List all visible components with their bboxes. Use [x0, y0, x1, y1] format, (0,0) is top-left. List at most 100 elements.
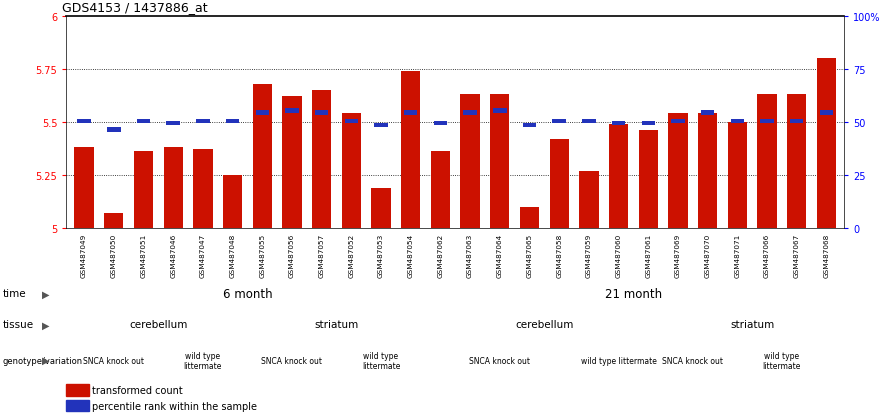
Bar — [730, 119, 744, 124]
Text: tissue: tissue — [3, 320, 34, 330]
Text: transformed count: transformed count — [92, 385, 183, 395]
Text: GSM487048: GSM487048 — [230, 233, 235, 277]
Text: GSM487071: GSM487071 — [735, 233, 740, 277]
Text: GSM487055: GSM487055 — [259, 233, 265, 277]
Bar — [74, 148, 94, 228]
Bar — [728, 122, 747, 228]
Bar — [490, 95, 509, 228]
Text: cerebellum: cerebellum — [515, 320, 574, 330]
Bar — [609, 125, 629, 228]
Bar — [345, 119, 358, 124]
Bar — [312, 91, 332, 228]
Bar — [638, 131, 658, 228]
Bar — [66, 384, 88, 396]
Text: GSM487059: GSM487059 — [586, 233, 592, 277]
Text: genotype/variation: genotype/variation — [3, 356, 83, 365]
Bar — [66, 400, 88, 411]
Text: 21 month: 21 month — [605, 287, 662, 300]
Bar — [787, 95, 806, 228]
Bar — [196, 119, 210, 124]
Text: GSM487070: GSM487070 — [705, 233, 711, 277]
Bar — [701, 111, 714, 116]
Text: GSM487051: GSM487051 — [141, 233, 147, 277]
Text: GSM487046: GSM487046 — [171, 233, 176, 277]
Text: GSM487061: GSM487061 — [645, 233, 652, 277]
Text: GSM487067: GSM487067 — [794, 233, 800, 277]
Bar — [315, 111, 328, 116]
Text: SNCA knock out: SNCA knock out — [83, 356, 144, 365]
Bar — [107, 128, 120, 133]
Bar — [286, 109, 299, 113]
Text: GSM487053: GSM487053 — [378, 233, 384, 277]
Text: time: time — [3, 289, 27, 299]
Bar — [401, 71, 421, 228]
Text: GSM487066: GSM487066 — [764, 233, 770, 277]
Text: ▶: ▶ — [42, 289, 50, 299]
Bar — [583, 119, 596, 124]
Text: GSM487049: GSM487049 — [81, 233, 88, 277]
Bar — [374, 123, 388, 128]
Text: striatum: striatum — [730, 320, 774, 330]
Bar — [760, 119, 774, 124]
Bar — [493, 109, 507, 113]
Text: GSM487052: GSM487052 — [348, 233, 354, 277]
Bar — [133, 152, 153, 228]
Text: ▶: ▶ — [42, 355, 50, 366]
Bar — [550, 140, 568, 228]
Text: 6 month: 6 month — [223, 287, 272, 300]
Bar — [166, 121, 180, 126]
Bar — [434, 121, 447, 126]
Text: percentile rank within the sample: percentile rank within the sample — [92, 401, 257, 411]
Bar — [819, 111, 833, 116]
Bar — [520, 207, 539, 228]
Text: GSM487047: GSM487047 — [200, 233, 206, 277]
Text: GSM487057: GSM487057 — [318, 233, 324, 277]
Bar — [758, 95, 777, 228]
Bar — [671, 119, 685, 124]
Text: wild type
littermate: wild type littermate — [184, 351, 222, 370]
Bar — [668, 114, 688, 228]
Text: striatum: striatum — [315, 320, 359, 330]
Text: wild type
littermate: wild type littermate — [763, 351, 801, 370]
Text: GSM487060: GSM487060 — [615, 233, 621, 277]
Bar — [461, 95, 480, 228]
Bar — [579, 171, 598, 228]
Bar — [253, 84, 272, 228]
Bar — [137, 119, 150, 124]
Bar — [790, 119, 804, 124]
Bar — [642, 121, 655, 126]
Text: ▶: ▶ — [42, 320, 50, 330]
Text: GSM487050: GSM487050 — [110, 233, 117, 277]
Text: wild type
littermate: wild type littermate — [362, 351, 400, 370]
Text: GSM487063: GSM487063 — [467, 233, 473, 277]
Bar — [78, 119, 91, 124]
Text: GSM487058: GSM487058 — [556, 233, 562, 277]
Bar — [404, 111, 417, 116]
Bar — [282, 97, 301, 228]
Bar — [255, 111, 269, 116]
Bar — [698, 114, 717, 228]
Text: GSM487056: GSM487056 — [289, 233, 295, 277]
Text: GSM487068: GSM487068 — [823, 233, 829, 277]
Text: GSM487062: GSM487062 — [438, 233, 444, 277]
Text: wild type littermate: wild type littermate — [581, 356, 657, 365]
Bar — [431, 152, 450, 228]
Text: SNCA knock out: SNCA knock out — [262, 356, 323, 365]
Bar — [194, 150, 212, 228]
Text: SNCA knock out: SNCA knock out — [469, 356, 530, 365]
Text: GSM487054: GSM487054 — [408, 233, 414, 277]
Bar — [552, 119, 566, 124]
Bar — [225, 119, 240, 124]
Text: SNCA knock out: SNCA knock out — [662, 356, 723, 365]
Bar — [612, 121, 625, 126]
Text: GSM487069: GSM487069 — [675, 233, 681, 277]
Bar — [104, 214, 124, 228]
Bar — [371, 188, 391, 228]
Bar — [522, 123, 537, 128]
Bar — [817, 59, 836, 228]
Bar — [342, 114, 361, 228]
Text: GDS4153 / 1437886_at: GDS4153 / 1437886_at — [63, 1, 208, 14]
Text: GSM487065: GSM487065 — [527, 233, 532, 277]
Text: GSM487064: GSM487064 — [497, 233, 503, 277]
Bar — [463, 111, 476, 116]
